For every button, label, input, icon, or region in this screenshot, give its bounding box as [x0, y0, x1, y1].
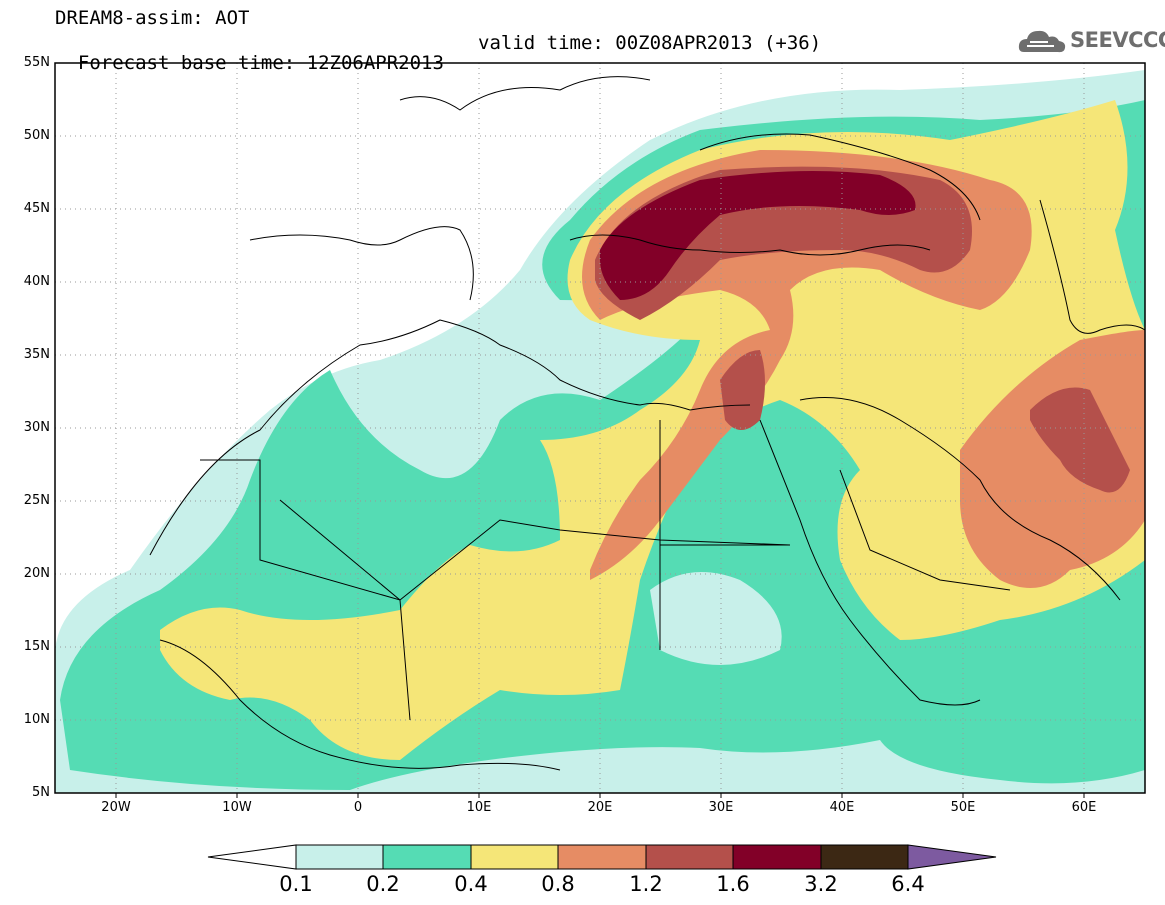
lon-label: 20E: [587, 800, 613, 815]
cloud-icon: [1018, 30, 1066, 53]
lon-label: 60E: [1071, 800, 1097, 815]
colorbar-bin: [295, 844, 384, 870]
lon-label: 30E: [708, 800, 734, 815]
lat-label: 40N: [23, 274, 50, 289]
colorbar-label: 0.2: [366, 872, 400, 896]
graticule: [55, 63, 1145, 793]
lon-label: 50E: [950, 800, 976, 815]
colorbar: [207, 844, 997, 870]
lon-label: 10W: [222, 800, 252, 815]
lat-label: 15N: [23, 639, 50, 654]
colorbar-high-arrow: [907, 844, 997, 870]
lon-label: 20W: [101, 800, 131, 815]
lat-label: 10N: [23, 712, 50, 727]
valid-time: valid time: 00Z08APR2013 (+36): [478, 32, 822, 54]
colorbar-label: 3.2: [804, 872, 838, 896]
coastlines: [149, 76, 1145, 771]
colorbar-label: 6.4: [891, 872, 925, 896]
colorbar-label: 1.2: [629, 872, 663, 896]
colorbar-bin: [382, 844, 472, 870]
map-title: DREAM8-assim: AOT: [55, 7, 250, 29]
colorbar-bin: [732, 844, 822, 870]
colorbar-bin: [470, 844, 559, 870]
colorbar-label: 1.6: [716, 872, 750, 896]
lon-label: 40E: [829, 800, 855, 815]
lat-label: 35N: [23, 347, 50, 362]
lat-label: 55N: [23, 55, 50, 70]
colorbar-label: 0.1: [279, 872, 313, 896]
colorbar-label: 0.8: [541, 872, 575, 896]
lat-label: 45N: [23, 201, 50, 216]
colorbar-bin: [645, 844, 734, 870]
lat-label: 5N: [32, 785, 50, 800]
logo-text: SEEVCCC: [1070, 28, 1165, 52]
lat-label: 50N: [23, 128, 50, 143]
colorbar-label: 0.4: [454, 872, 488, 896]
lon-label: 10E: [466, 800, 492, 815]
colorbar-low-arrow: [207, 844, 297, 870]
lat-label: 25N: [23, 493, 50, 508]
lat-label: 30N: [23, 420, 50, 435]
seevccc-logo: SEEVCCC: [1018, 26, 1165, 56]
aot-field: [55, 70, 1145, 793]
colorbar-bin: [557, 844, 647, 870]
colorbar-bin: [820, 844, 909, 870]
lat-label: 20N: [23, 566, 50, 581]
lon-label: 0: [353, 800, 363, 815]
